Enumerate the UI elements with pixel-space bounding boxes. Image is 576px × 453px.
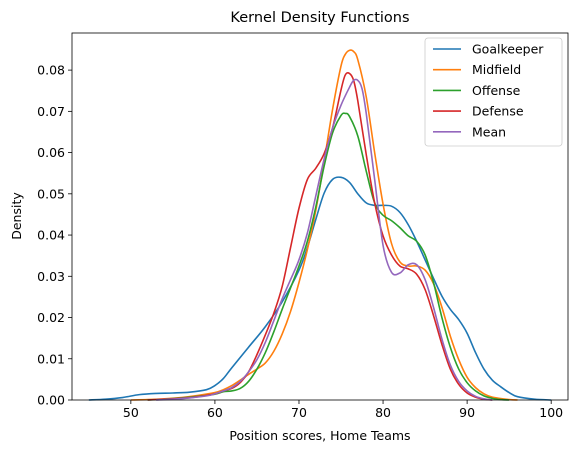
y-tick-label: 0.01: [37, 351, 65, 366]
y-tick-label: 0.04: [37, 228, 65, 243]
x-tick-label: 60: [207, 405, 223, 420]
y-tick-label: 0.02: [37, 310, 65, 325]
x-tick-label: 70: [291, 405, 307, 420]
plot-lines: [88, 49, 552, 401]
series-line-offense: [147, 112, 510, 401]
y-axis: 0.00 0.01 0.02 0.03 0.04 0.05 0.06 0.07 0.08: [37, 63, 72, 408]
y-axis-label: Density: [9, 192, 24, 240]
plot-frame: [71, 32, 569, 401]
x-axis: 50 60 70 80 90 100: [123, 400, 563, 420]
legend: Goalkeeper Midfield Offense Defense Mean: [424, 37, 563, 147]
legend-box: [424, 37, 563, 147]
x-tick-label: 50: [123, 405, 139, 420]
y-tick-label: 0.05: [37, 186, 65, 201]
y-tick-label: 0.03: [37, 269, 65, 284]
y-tick-label: 0.00: [37, 393, 65, 408]
x-tick-label: 90: [459, 405, 475, 420]
series-line-goalkeeper: [88, 176, 552, 401]
y-tick-label: 0.06: [37, 145, 65, 160]
legend-label-midfield: Midfield: [472, 62, 521, 77]
legend-label-defense: Defense: [472, 104, 524, 119]
series-line-midfield: [130, 49, 518, 401]
y-tick-label: 0.07: [37, 104, 65, 119]
series-line-defense: [147, 72, 493, 401]
legend-label-mean: Mean: [472, 124, 506, 139]
x-axis-label: Position scores, Home Teams: [229, 428, 410, 443]
legend-label-goalkeeper: Goalkeeper: [472, 42, 544, 57]
series-line-mean: [156, 78, 493, 401]
x-tick-label: 100: [539, 405, 563, 420]
y-tick-label: 0.08: [37, 63, 65, 78]
chart-title: Kernel Density Functions: [230, 10, 409, 26]
x-tick-label: 80: [375, 405, 391, 420]
legend-label-offense: Offense: [472, 83, 521, 98]
